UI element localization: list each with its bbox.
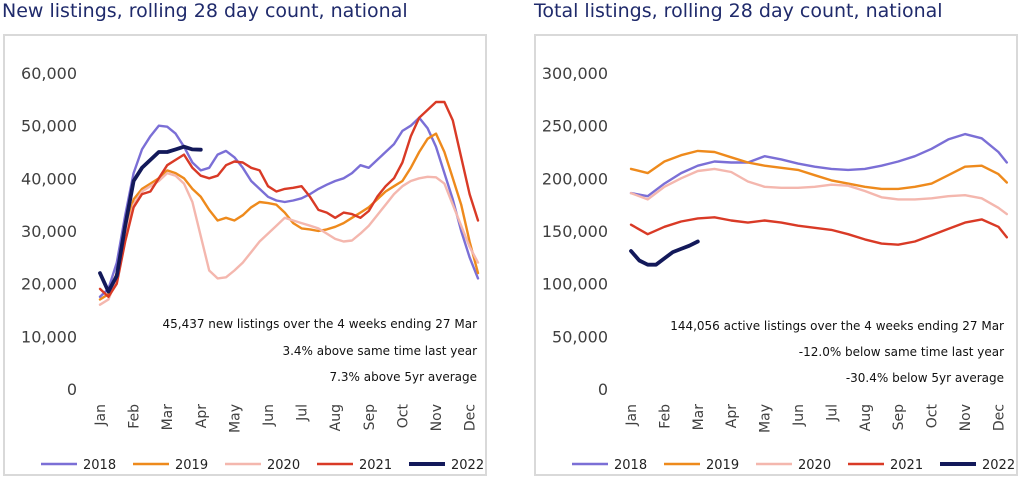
legend-label-2018: 2018 xyxy=(83,458,116,473)
series-line-2019 xyxy=(629,149,1008,191)
x-tick-label: Feb xyxy=(657,404,673,429)
annotation-text: 3.4% above same time last year xyxy=(282,344,477,358)
y-tick-label: 200,000 xyxy=(542,169,608,188)
x-tick-label: Feb xyxy=(127,404,143,429)
x-tick-label: May xyxy=(758,404,774,433)
legend-label-2021: 2021 xyxy=(359,458,392,473)
series-line-2021 xyxy=(98,100,480,298)
x-tick-label: Apr xyxy=(194,404,210,428)
x-tick-label: May xyxy=(227,404,243,433)
chart-panel-new-listings: 60,000 50,000 40,000 30,000 20,000 10,000 0 Jan… xyxy=(3,34,487,476)
annotation-text: 7.3% above 5yr average xyxy=(329,370,477,384)
total-listings-chart: 300,000 250,000 200,000 150,000 100,000 50,00… xyxy=(542,64,1015,473)
x-tick-label: Mar xyxy=(160,404,176,431)
y-tick-label: 30,000 xyxy=(21,222,77,241)
y-tick-label: 0 xyxy=(598,380,608,399)
x-tick-label: Jun xyxy=(261,404,277,427)
y-tick-label: 300,000 xyxy=(542,64,608,83)
chart-panel-total-listings: 300,000 250,000 200,000 150,000 100,000 50,00… xyxy=(534,34,1018,476)
x-tick-label: Jul xyxy=(824,404,840,422)
series-line-2022 xyxy=(98,144,203,294)
legend-label-2020: 2020 xyxy=(798,458,831,473)
legend-label-2022: 2022 xyxy=(451,458,484,473)
x-tick-label: Jan xyxy=(624,404,640,427)
legend-label-2019: 2019 xyxy=(175,458,208,473)
y-tick-label: 40,000 xyxy=(21,169,77,188)
x-tick-label: Dec xyxy=(463,404,479,431)
y-tick-label: 60,000 xyxy=(21,64,77,83)
y-tick-label: 250,000 xyxy=(542,117,608,136)
new-listings-chart: 60,000 50,000 40,000 30,000 20,000 10,000 0 Jan… xyxy=(21,64,484,473)
x-tick-label: Jan xyxy=(93,404,109,427)
x-tick-label: Aug xyxy=(328,404,344,431)
series-line-2020 xyxy=(98,171,480,306)
series-line-2018 xyxy=(629,132,1008,198)
annotation-text: -12.0% below same time last year xyxy=(799,345,1004,359)
x-tick-label: Nov xyxy=(429,404,445,431)
series-line-2019 xyxy=(98,132,480,301)
y-tick-label: 50,000 xyxy=(21,117,77,136)
series-line-2018 xyxy=(98,116,480,298)
y-tick-label: 20,000 xyxy=(21,275,77,294)
y-tick-label: 50,000 xyxy=(552,327,608,346)
y-tick-label: 100,000 xyxy=(542,275,608,294)
x-tick-label: Sep xyxy=(362,404,378,431)
y-tick-label: 10,000 xyxy=(21,327,77,346)
y-tick-label: 0 xyxy=(67,380,77,399)
annotation-text: 144,056 active listings over the 4 weeks… xyxy=(670,319,1004,333)
x-tick-label: Mar xyxy=(691,404,707,431)
x-tick-label: Oct xyxy=(925,404,941,429)
legend-label-2018: 2018 xyxy=(614,458,647,473)
legend-label-2022: 2022 xyxy=(982,458,1015,473)
series-line-2020 xyxy=(629,167,1008,216)
annotation-text: -30.4% below 5yr average xyxy=(846,371,1004,385)
x-tick-label: Sep xyxy=(891,404,907,431)
x-tick-label: Oct xyxy=(395,404,411,429)
legend-label-2019: 2019 xyxy=(706,458,739,473)
x-tick-label: Nov xyxy=(958,404,974,431)
x-tick-label: Jun xyxy=(791,404,807,427)
x-tick-label: Dec xyxy=(991,404,1007,431)
y-tick-label: 150,000 xyxy=(542,222,608,241)
x-tick-label: Jul xyxy=(295,404,311,422)
x-tick-label: Aug xyxy=(858,404,874,431)
legend-label-2020: 2020 xyxy=(267,458,300,473)
chart-title-new-listings: New listings, rolling 28 day count, nati… xyxy=(2,0,408,22)
chart-title-total-listings: Total listings, rolling 28 day count, na… xyxy=(534,0,943,22)
legend-label-2021: 2021 xyxy=(890,458,923,473)
x-tick-label: Apr xyxy=(724,404,740,428)
annotation-text: 45,437 new listings over the 4 weeks end… xyxy=(163,317,478,331)
series-line-2021 xyxy=(629,216,1008,246)
series-line-2022 xyxy=(629,239,700,267)
